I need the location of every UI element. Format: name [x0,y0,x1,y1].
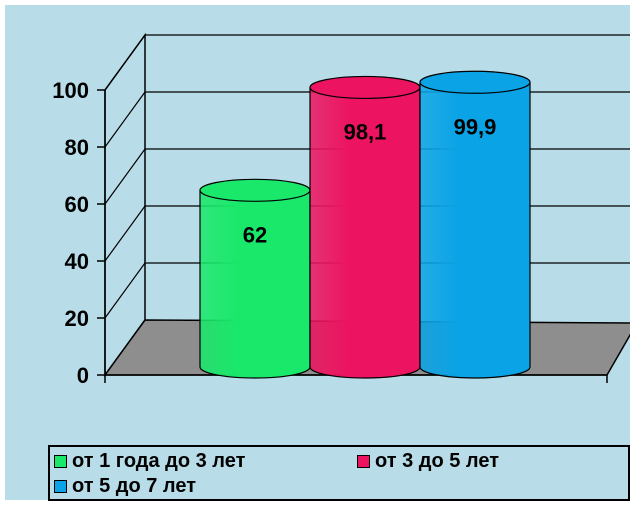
y-tick-label: 40 [65,249,89,274]
chart-area: 0 20 40 60 80 100 62 98,1 99,9 [5,5,630,500]
legend-item-5-7: от 5 до 7 лет [54,475,196,498]
y-tick-label: 0 [77,363,89,388]
y-tick-label: 100 [52,78,89,103]
bar-body [199,189,311,379]
legend-item-3-5: от 3 до 5 лет [357,450,499,473]
data-label: 99,9 [454,114,497,139]
legend-swatch [54,455,67,468]
legend-swatch [357,455,370,468]
bar-top [419,70,531,94]
gridline-side [104,34,146,91]
y-tick-label: 60 [65,192,89,217]
gridline-side [104,205,146,262]
legend-label: от 3 до 5 лет [375,450,499,472]
bars [199,70,531,379]
labels: 0 20 40 60 80 100 62 98,1 99,9 [52,78,496,388]
y-tick-label: 80 [65,135,89,160]
gridline-side [104,262,146,319]
bar-top [309,75,421,100]
bar-1 [309,75,421,379]
bar-0 [199,178,311,379]
gridline-side [104,91,146,148]
legend-item-1-3: от 1 года до 3 лет [54,450,245,473]
legend-swatch [54,480,67,493]
bar-body [309,86,421,379]
bar-top [199,178,311,202]
bar-body [419,81,531,379]
gridline-side [104,148,146,205]
chart-plot: 0 20 40 60 80 100 62 98,1 99,9 [52,32,630,388]
legend-label: от 1 года до 3 лет [72,450,246,472]
legend-label: от 5 до 7 лет [72,475,196,497]
bar-2 [419,70,531,379]
y-tick-label: 20 [65,306,89,331]
legend: от 1 года до 3 лет от 3 до 5 лет от 5 до… [48,445,630,501]
data-label: 62 [243,222,267,247]
data-label: 98,1 [344,119,387,144]
left-wall [104,32,146,378]
